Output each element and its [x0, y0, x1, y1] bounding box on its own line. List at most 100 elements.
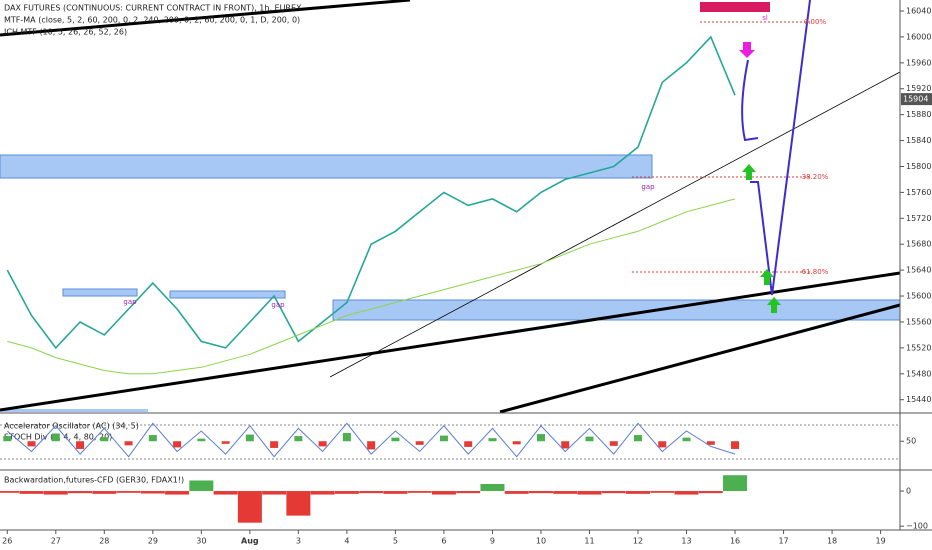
y-tick-label: 15640	[906, 266, 931, 275]
oscillator-bar	[100, 437, 109, 442]
x-tick-label: 27	[51, 537, 61, 546]
projection	[750, 0, 811, 296]
zone	[169, 290, 286, 299]
oscillator-bar	[439, 435, 448, 442]
oscillator-bar	[682, 437, 691, 442]
backwardation-bar	[286, 491, 311, 516]
arrow-up	[760, 269, 774, 285]
x-tick-label: 4	[344, 537, 349, 546]
stoch-line	[6, 422, 736, 458]
zone	[0, 154, 653, 179]
annotation: 0.00%	[804, 18, 827, 26]
x-tick-label: 30	[196, 537, 206, 546]
backwardation-bar	[237, 491, 262, 523]
oscillator-bar	[367, 441, 376, 450]
x-tick-label: Aug	[241, 537, 259, 546]
arrow-down	[739, 42, 755, 58]
oscillator-bar	[585, 436, 594, 442]
backwardation-bar	[213, 491, 238, 495]
x-tick-label: 26	[2, 537, 12, 546]
indicator-label: ICH MTF (10, 5, 26, 26, 52, 26)	[4, 28, 127, 37]
x-tick-label: 17	[778, 537, 788, 546]
backwardation-bar	[0, 491, 20, 493]
backwardation-bar	[189, 480, 214, 492]
backwardation-bar	[19, 491, 44, 494]
trend-line	[0, 0, 411, 37]
y-tick-label: 15560	[906, 317, 931, 326]
y-tick-label: 15920	[906, 84, 931, 93]
y-tick-label: 15680	[906, 240, 931, 249]
last-price-box	[901, 93, 932, 106]
annotation: 61.80%	[802, 268, 829, 276]
oscillator-bar	[342, 433, 351, 442]
arrow-up	[767, 297, 781, 313]
oscillator-bar	[464, 441, 473, 447]
zone	[0, 409, 148, 412]
arrow-up	[742, 164, 756, 180]
backwardation-bar	[723, 475, 748, 492]
last-price-label: 15904	[903, 95, 928, 104]
oscillator-bar	[634, 435, 643, 442]
oscillator-bar	[318, 441, 327, 447]
x-tick-label: 13	[681, 537, 691, 546]
y-tick-label: 15600	[906, 292, 931, 301]
y-tick-label: −100	[906, 522, 928, 531]
x-tick-label: 19	[875, 537, 885, 546]
x-tick-label: 18	[827, 537, 837, 546]
y-tick-label: 15800	[906, 162, 931, 171]
oscillator-bar	[124, 441, 133, 446]
x-tick-label: 9	[490, 537, 495, 546]
backwardation-bar	[407, 491, 432, 493]
indicator-label: MTF-MA (close, 5, 2, 60, 200, 0, 2, 240,…	[4, 16, 300, 25]
backwardation-bar	[674, 491, 699, 495]
oscillator-bar	[536, 434, 545, 442]
trend-line	[329, 71, 901, 378]
backwardation-bar	[577, 491, 602, 495]
x-tick-label: 3	[296, 537, 301, 546]
annotation: 38.20%	[802, 173, 829, 181]
backwardation-bar	[334, 491, 359, 494]
x-tick-label: 29	[148, 537, 158, 546]
oscillator-bar	[706, 441, 715, 445]
backwardation-bar	[650, 491, 675, 493]
backwardation-bar	[262, 491, 287, 495]
oscillator-bar	[3, 436, 12, 442]
backwardation-bar	[480, 484, 505, 492]
backwardation-bar	[504, 491, 529, 494]
oscillator-bar	[221, 441, 230, 444]
backwardation-bar	[456, 491, 481, 494]
trend-line	[0, 271, 901, 412]
target-box	[700, 2, 770, 12]
x-tick-label: 5	[393, 537, 398, 546]
oscillator-bar	[27, 441, 36, 447]
oscillator-bar	[270, 441, 279, 448]
backwardation-bar	[43, 491, 68, 495]
y-tick-label: 0	[906, 487, 911, 496]
oscillator-bar	[658, 441, 667, 448]
oscillator-bar	[294, 436, 303, 442]
x-tick-label: 12	[633, 537, 643, 546]
annotation: gap	[641, 183, 655, 191]
y-tick-label: 15440	[906, 395, 931, 404]
oscillator-bar	[512, 441, 521, 445]
backwardation-bar	[553, 491, 578, 494]
annotation: sl	[762, 14, 768, 22]
oscillator-bar	[488, 438, 497, 442]
x-tick-label: 10	[536, 537, 546, 546]
oscillator-bar	[561, 441, 570, 449]
y-tick-label: 15720	[906, 214, 931, 223]
trend-line	[499, 303, 901, 414]
backwardation-bar	[626, 491, 651, 494]
oscillator-bar	[609, 441, 618, 446]
backwardation-bar	[359, 491, 384, 494]
backwardation-bar	[431, 491, 456, 495]
oscillator-bar	[51, 433, 60, 442]
backwardation-bar	[116, 491, 141, 493]
indicator-label: Accelerator Oscillator (AC) (34, 5)	[4, 422, 139, 431]
y-tick-label: 15480	[906, 369, 931, 378]
chart-title: DAX FUTURES (CONTINUOUS: CURRENT CONTRAC…	[4, 4, 302, 13]
price-line	[6, 35, 736, 350]
backwardation-bar	[601, 491, 626, 494]
oscillator-bar	[197, 438, 206, 442]
